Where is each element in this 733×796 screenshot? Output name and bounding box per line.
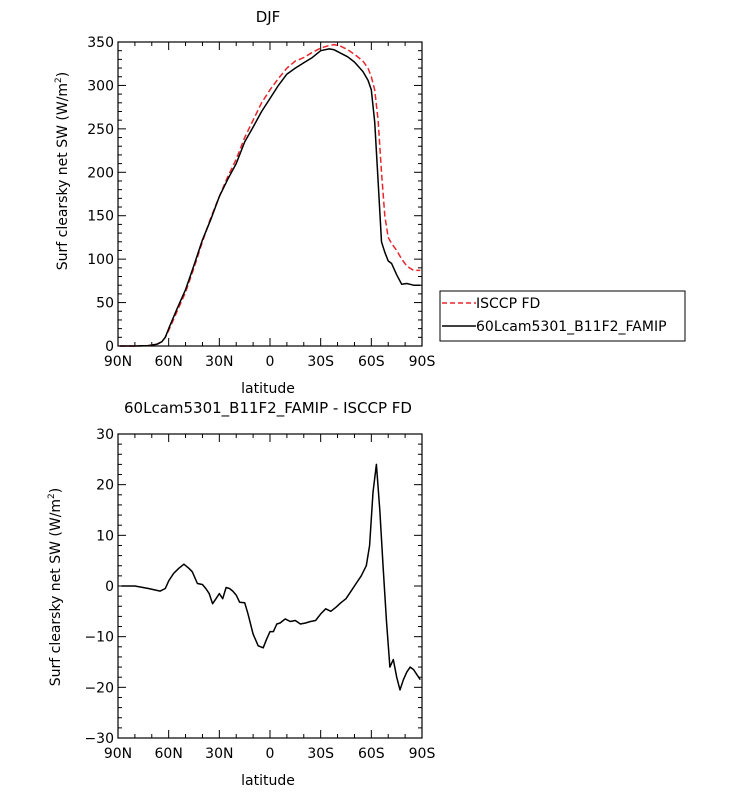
bottom-y-tick-label: −20 <box>84 680 114 696</box>
top-series-line-0 <box>119 43 421 347</box>
top-title: DJF <box>256 8 281 26</box>
bottom-y-axis-label: Surf clearsky net SW (W/m2) <box>47 488 64 687</box>
top-y-tick-label: 250 <box>87 122 114 138</box>
top-y-tick-label: 0 <box>105 339 114 355</box>
top-x-tick-label: 60S <box>358 354 385 370</box>
top-x-tick-label: 60N <box>155 354 183 370</box>
bottom-plot-area: 90N 60N 30N 0 30S 60S 90S −30 −20 −10 0 10 20 30 <box>84 427 435 762</box>
top-plot-area: 90N 60N 30N 0 30S 60S 90S 0 50 100 150 200 250 300 350 <box>87 35 435 370</box>
bottom-y-tick-label: 0 <box>105 579 114 595</box>
bottom-y-tick-label: −10 <box>84 630 114 646</box>
bottom-title: 60Lcam5301_B11F2_FAMIP - ISCCP FD <box>124 399 412 418</box>
bottom-x-tick-label: 30S <box>307 746 334 762</box>
bottom-y-tick-label: 30 <box>96 427 114 443</box>
bottom-x-tick-label: 90S <box>409 746 436 762</box>
bottom-x-tick-label: 0 <box>266 746 275 762</box>
bottom-y-tick-label: 10 <box>96 528 114 544</box>
top-y-tick-label: 150 <box>87 209 114 225</box>
top-x-tick-label: 90S <box>409 354 436 370</box>
top-plot-frame <box>117 41 423 347</box>
top-y-axis-label: Surf clearsky net SW (W/m2) <box>54 72 71 271</box>
bottom-x-tick-label: 30N <box>205 746 233 762</box>
top-y-tick-label: 50 <box>96 296 114 312</box>
legend-box <box>439 290 686 342</box>
bottom-x-tick-label: 90N <box>104 746 132 762</box>
bottom-y-tick-label: 20 <box>96 478 114 494</box>
top-y-tick-label: 100 <box>87 252 114 268</box>
bottom-series-line-0 <box>121 463 421 691</box>
top-panel: DJF 90N 60N 30N 0 30S 60S 90S 0 50 100 150 200 250 30… <box>54 8 686 397</box>
legend-label-model: 60Lcam5301_B11F2_FAMIP <box>476 319 667 335</box>
bottom-panel: 60Lcam5301_B11F2_FAMIP - ISCCP FD 90N 60N… <box>47 399 435 789</box>
bottom-x-tick-label: 60S <box>358 746 385 762</box>
bottom-y-tick-label: −30 <box>84 731 114 747</box>
bottom-plot-frame <box>117 433 423 739</box>
top-series-line-1 <box>119 48 421 347</box>
top-x-tick-label: 0 <box>266 354 275 370</box>
top-x-tick-label: 90N <box>104 354 132 370</box>
bottom-x-axis-label: latitude <box>241 773 295 789</box>
top-y-tick-label: 300 <box>87 78 114 94</box>
top-y-tick-label: 350 <box>87 35 114 51</box>
top-x-axis-label: latitude <box>241 381 295 397</box>
legend-label-isccp: ISCCP FD <box>476 296 540 312</box>
top-x-tick-label: 30S <box>307 354 334 370</box>
top-y-tick-label: 200 <box>87 165 114 181</box>
top-x-tick-label: 30N <box>205 354 233 370</box>
legend: ISCCP FD 60Lcam5301_B11F2_FAMIP <box>439 290 686 342</box>
bottom-x-tick-label: 60N <box>155 746 183 762</box>
